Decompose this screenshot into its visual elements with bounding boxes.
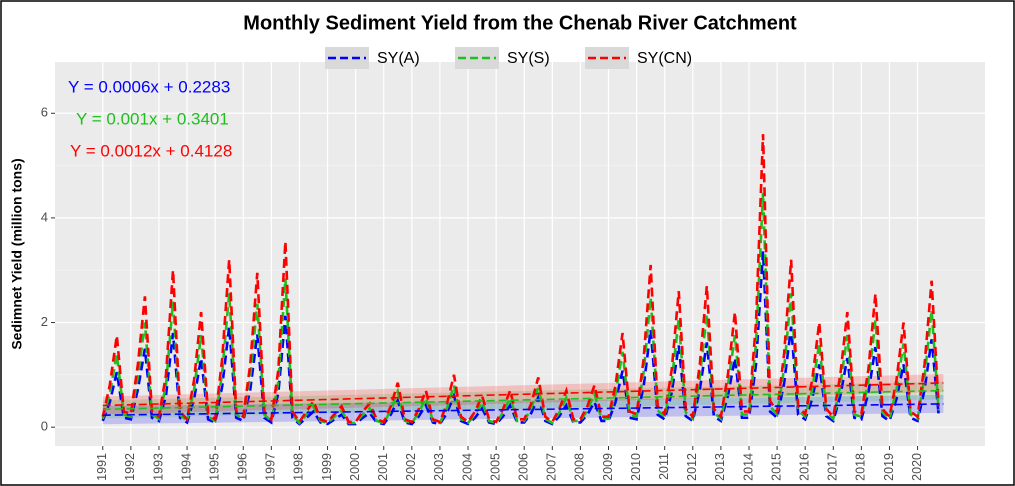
x-tick-label: 2000 — [348, 453, 362, 481]
equation-annotation: Y = 0.0012x + 0.4128 — [70, 141, 232, 160]
plot-panel — [55, 62, 985, 446]
y-tick-label: 4 — [41, 209, 48, 224]
x-tick-label: 1999 — [320, 453, 334, 481]
x-tick-label: 2020 — [910, 453, 924, 481]
x-tick-label: 2006 — [517, 453, 531, 481]
x-tick-label: 2002 — [404, 453, 418, 481]
x-tick-label: 2017 — [826, 453, 840, 481]
x-tick-label: 2005 — [488, 453, 502, 481]
x-tick-label: 2001 — [376, 453, 390, 481]
x-tick-label: 1993 — [151, 453, 165, 481]
x-tick-label: 2009 — [601, 453, 615, 481]
y-tick-label: 2 — [41, 314, 48, 329]
x-tick-label: 2012 — [685, 453, 699, 481]
legend-label: SY(CN) — [637, 50, 692, 67]
x-tick-label: 1991 — [95, 453, 109, 481]
chart-title: Monthly Sediment Yield from the Chenab R… — [243, 12, 797, 34]
x-tick-label: 2019 — [882, 453, 896, 481]
legend-label: SY(A) — [377, 50, 420, 67]
x-tick-label: 1994 — [179, 453, 193, 481]
trend-line — [102, 389, 944, 411]
x-tick-label: 1997 — [264, 453, 278, 481]
series-line — [101, 251, 940, 426]
x-tick-label: 2007 — [545, 453, 559, 481]
y-axis-label: Sedimnet Yield (million tons) — [9, 158, 25, 349]
x-tick-label: 2016 — [797, 453, 811, 481]
x-tick-label: 2014 — [741, 453, 755, 481]
legend-label: SY(S) — [507, 50, 550, 67]
y-tick-label: 6 — [41, 105, 48, 120]
x-tick-label: 1996 — [236, 453, 250, 481]
trend-line — [102, 403, 944, 416]
trend-line — [102, 382, 944, 407]
x-tick-label: 2004 — [460, 453, 474, 481]
y-tick-label: 0 — [41, 419, 48, 434]
x-tick-label: 2011 — [657, 453, 671, 480]
x-tick-label: 1998 — [292, 453, 306, 481]
x-tick-label: 2018 — [854, 453, 868, 481]
x-tick-label: 2013 — [713, 453, 727, 481]
legend: SY(A) SY(S) SY(CN) — [325, 47, 692, 69]
equation-annotation: Y = 0.0006x + 0.2283 — [68, 77, 230, 96]
equation-annotation: Y = 0.001x + 0.3401 — [76, 109, 229, 128]
x-tick-label: 2003 — [432, 453, 446, 481]
x-tick-label: 2010 — [629, 453, 643, 481]
x-tick-label: 2008 — [573, 453, 587, 481]
x-tick-label: 1995 — [207, 453, 221, 481]
x-tick-label: 1992 — [123, 453, 137, 481]
x-tick-label: 2015 — [769, 453, 783, 481]
series-line — [101, 134, 940, 425]
